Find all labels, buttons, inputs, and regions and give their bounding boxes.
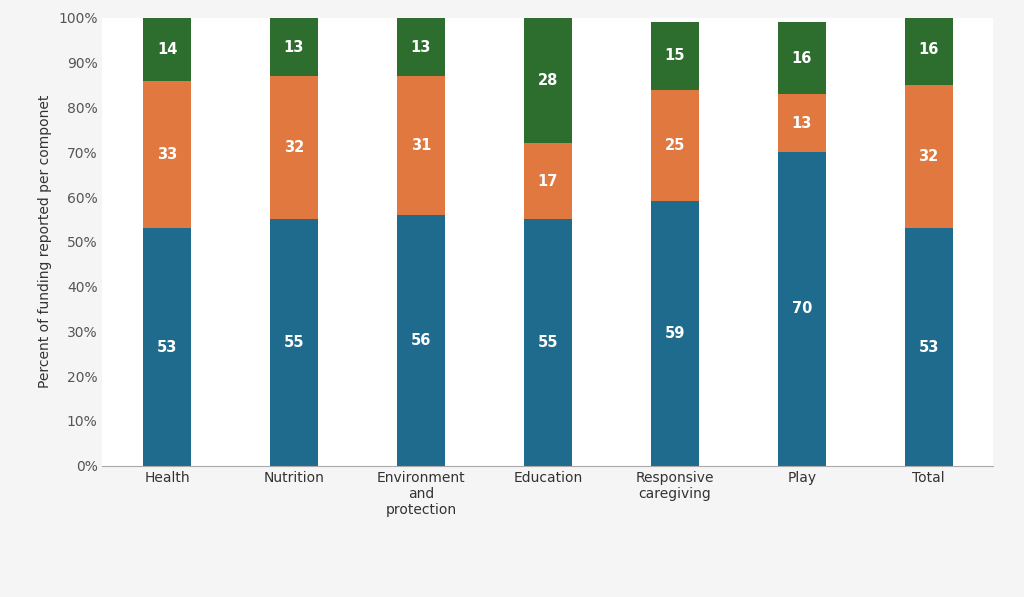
Bar <box>904 228 952 466</box>
Bar <box>143 18 191 81</box>
Bar <box>904 13 952 85</box>
Bar <box>270 76 318 219</box>
Bar <box>777 94 825 152</box>
Text: 55: 55 <box>538 335 558 350</box>
Text: 70: 70 <box>792 301 812 316</box>
Text: 33: 33 <box>157 147 177 162</box>
Bar <box>396 18 445 76</box>
Text: 55: 55 <box>284 335 304 350</box>
Bar <box>650 22 699 90</box>
Bar <box>523 143 572 219</box>
Text: 56: 56 <box>411 333 431 348</box>
Bar <box>650 201 699 466</box>
Text: 16: 16 <box>792 51 812 66</box>
Y-axis label: Percent of funding reported per componet: Percent of funding reported per componet <box>39 95 52 389</box>
Bar <box>396 76 445 215</box>
Text: 31: 31 <box>411 138 431 153</box>
Text: 25: 25 <box>665 138 685 153</box>
Text: 28: 28 <box>538 73 558 88</box>
Text: 59: 59 <box>665 326 685 341</box>
Bar <box>523 219 572 466</box>
Text: 32: 32 <box>284 140 304 155</box>
Text: 53: 53 <box>919 340 939 355</box>
Bar <box>523 18 572 143</box>
Text: 14: 14 <box>157 42 177 57</box>
Text: 17: 17 <box>538 174 558 189</box>
Text: 16: 16 <box>919 42 939 57</box>
Text: 13: 13 <box>284 39 304 54</box>
Text: 53: 53 <box>157 340 177 355</box>
Bar <box>396 215 445 466</box>
Bar <box>650 90 699 201</box>
Bar <box>270 219 318 466</box>
Text: 13: 13 <box>792 116 812 131</box>
Text: 32: 32 <box>919 149 939 164</box>
Text: 13: 13 <box>411 39 431 54</box>
Bar <box>143 228 191 466</box>
Bar <box>143 81 191 228</box>
Bar <box>777 152 825 466</box>
Bar <box>270 18 318 76</box>
Text: 15: 15 <box>665 48 685 63</box>
Bar <box>904 85 952 228</box>
Bar <box>777 22 825 94</box>
